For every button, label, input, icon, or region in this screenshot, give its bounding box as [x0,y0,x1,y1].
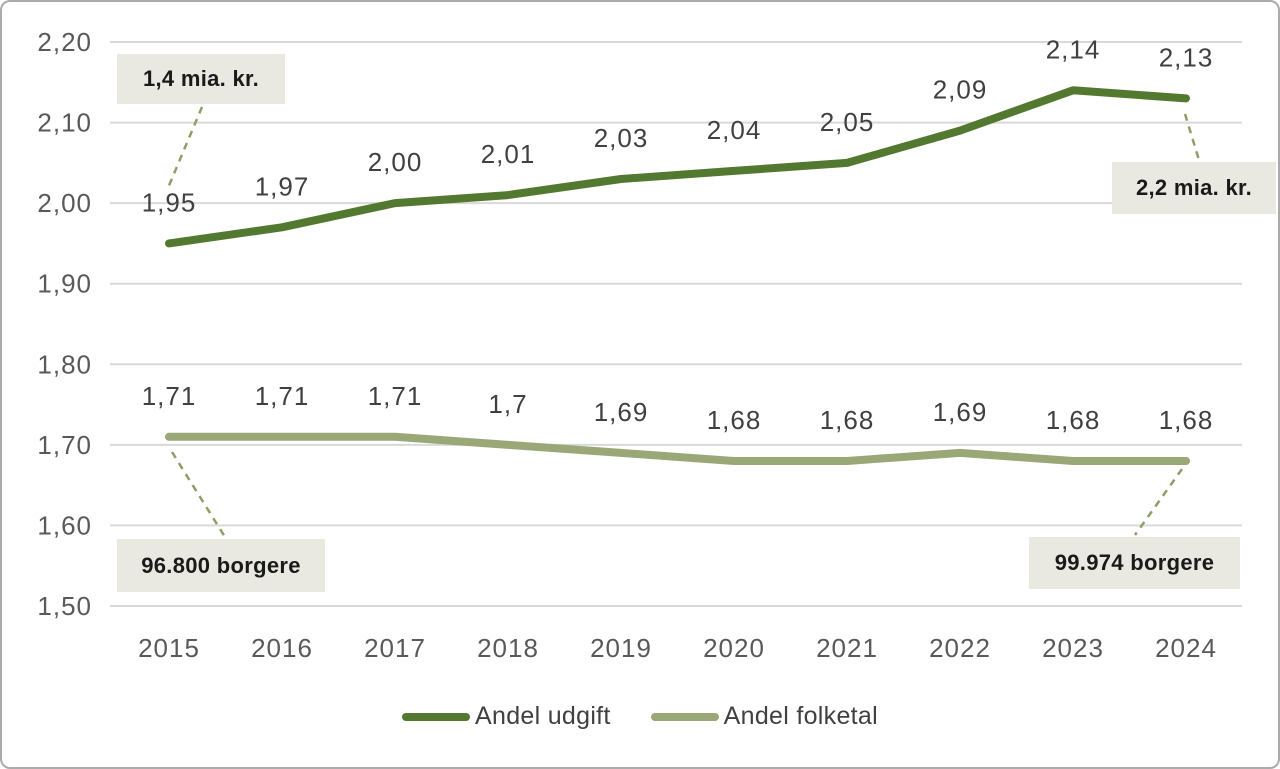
data-label: 2,13 [1159,42,1214,72]
y-axis-tick-label: 2,10 [37,108,92,138]
x-axis-tick-label: 2021 [816,633,878,663]
legend-label-andel-udgift: Andel udgift [475,702,611,730]
data-label: 2,03 [594,123,649,153]
x-axis-tick-label: 2016 [251,633,313,663]
x-axis-tick-label: 2019 [590,633,652,663]
data-label: 2,09 [933,75,988,105]
legend: Andel udgift Andel folketal [2,702,1278,731]
y-axis-tick-label: 1,80 [37,349,92,379]
data-label: 2,14 [1046,34,1101,64]
legend-swatch-andel-folketal [650,712,719,721]
legend-item-andel-udgift: Andel udgift [402,702,611,731]
leader-line [166,106,204,189]
data-label: 2,00 [368,147,423,177]
data-label: 1,95 [142,187,197,217]
x-axis-tick-label: 2023 [1042,633,1104,663]
data-label: 1,68 [1159,405,1214,435]
legend-swatch-andel-udgift [402,712,471,721]
y-axis-tick-label: 2,20 [37,27,92,57]
x-axis-tick-label: 2018 [477,633,539,663]
x-axis-tick-label: 2017 [364,633,426,663]
x-axis-tick-label: 2015 [138,633,200,663]
annotation-99974-borgere: 99.974 borgere [1029,537,1240,589]
data-label: 1,69 [594,397,649,427]
x-axis-tick-label: 2020 [703,633,765,663]
data-label: 1,71 [255,381,310,411]
data-label: 1,69 [933,397,988,427]
leader-line [1133,468,1184,536]
y-axis-tick-label: 1,50 [37,591,92,621]
data-label: 1,71 [368,381,423,411]
y-axis-tick-label: 1,70 [37,430,92,460]
annotation-1-4-mia-kr: 1,4 mia. kr. [117,54,285,104]
x-axis-tick-label: 2022 [929,633,991,663]
data-label: 1,68 [707,405,762,435]
y-axis-tick-label: 2,00 [37,188,92,218]
data-label: 1,68 [820,405,875,435]
leader-line [1183,113,1201,161]
series-line-andel-udgift [165,86,1190,248]
annotation-2-2-mia-kr: 2,2 mia. kr. [1112,162,1276,214]
data-label: 2,01 [481,139,536,169]
data-label: 2,05 [820,107,875,137]
legend-item-andel-folketal: Andel folketal [650,702,878,731]
series-line-andel-folketal [165,432,1190,465]
x-axis-tick-label: 2024 [1155,633,1217,663]
y-axis-tick-label: 1,60 [37,510,92,540]
leader-line [170,451,227,538]
data-label: 1,68 [1046,405,1101,435]
annotation-96800-borgere: 96.800 borgere [117,539,325,592]
legend-label-andel-folketal: Andel folketal [723,702,878,730]
y-axis-tick-label: 1,90 [37,269,92,299]
data-label: 1,7 [488,389,527,419]
data-label: 1,71 [142,381,197,411]
data-label: 2,04 [707,115,762,145]
data-label: 1,97 [255,171,310,201]
